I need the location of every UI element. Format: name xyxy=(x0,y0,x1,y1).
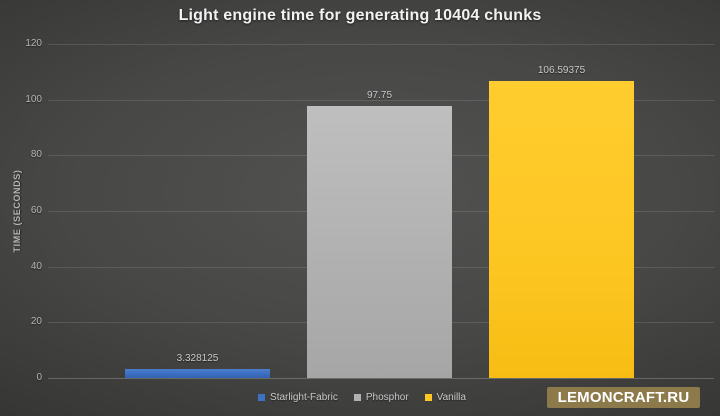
legend-swatch-starlight-fabric xyxy=(258,393,266,401)
legend-label-vanilla: Vanilla xyxy=(436,391,466,403)
gridline-120 xyxy=(48,44,714,45)
gridline-0 xyxy=(48,378,714,379)
plot-area: 3.328125 97.75 106.59375 xyxy=(48,44,714,379)
bar-vanilla[interactable] xyxy=(489,81,634,378)
bar-value-label-starlight-fabric: 3.328125 xyxy=(176,352,219,364)
y-tick-label-40: 40 xyxy=(30,260,42,272)
legend-label-phosphor: Phosphor xyxy=(365,391,409,403)
y-tick-label-80: 80 xyxy=(30,149,42,161)
legend: Starlight-Fabric Phosphor Vanilla xyxy=(0,390,720,404)
watermark-lemoncraft: LEMONCRAFT.RU xyxy=(547,387,700,408)
bar-value-label-vanilla: 106.59375 xyxy=(537,65,586,77)
y-axis-title: TIME (SECONDS) xyxy=(12,169,22,253)
y-tick-label-100: 100 xyxy=(25,93,42,105)
bar-value-label-phosphor: 97.75 xyxy=(366,89,393,101)
legend-swatch-phosphor xyxy=(353,393,361,401)
legend-item-phosphor[interactable]: Phosphor xyxy=(353,391,409,403)
legend-item-vanilla[interactable]: Vanilla xyxy=(424,391,466,403)
y-tick-label-60: 60 xyxy=(30,205,42,216)
legend-label-starlight-fabric: Starlight-Fabric xyxy=(270,391,338,403)
chart-title: Light engine time for generating 10404 c… xyxy=(178,7,542,24)
legend-item-starlight-fabric[interactable]: Starlight-Fabric xyxy=(258,392,338,403)
y-tick-label-20: 20 xyxy=(30,316,42,328)
y-tick-label-120: 120 xyxy=(25,38,42,49)
bar-phosphor[interactable] xyxy=(307,105,452,378)
bar-starlight-fabric[interactable] xyxy=(125,368,270,378)
legend-swatch-vanilla xyxy=(424,393,432,401)
gridline-100 xyxy=(48,99,714,101)
y-tick-label-0: 0 xyxy=(36,372,42,383)
